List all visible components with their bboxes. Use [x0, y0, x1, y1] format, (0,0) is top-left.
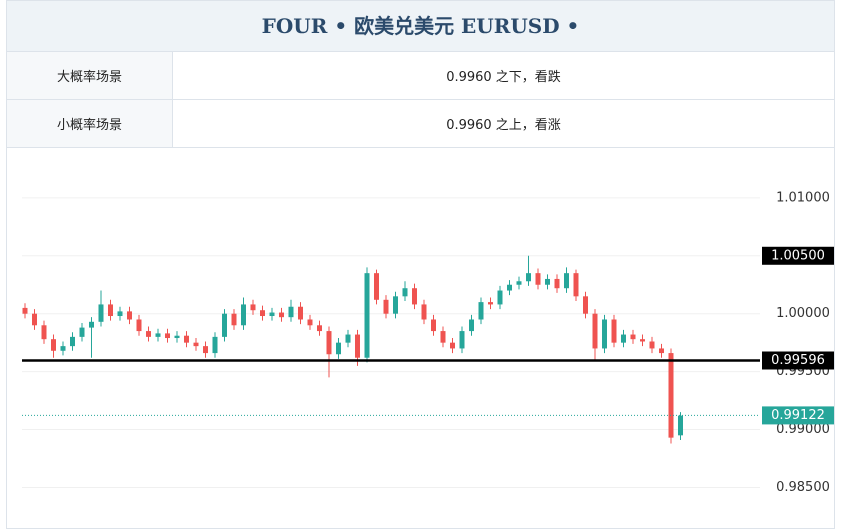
- candle-body: [222, 313, 227, 337]
- candle-body: [592, 313, 598, 349]
- table-row: 大概率场景 0.9960 之下，看跌: [7, 52, 834, 100]
- y-tick-label: 1.00000: [776, 306, 830, 321]
- candle-body: [60, 346, 66, 351]
- candle-body: [41, 325, 47, 340]
- candle-body: [174, 335, 180, 339]
- candle-body: [32, 313, 37, 326]
- price-label-box: [762, 351, 834, 370]
- y-tick-label: 0.98500: [776, 480, 830, 495]
- candle-body: [621, 334, 626, 343]
- candle-body: [431, 319, 436, 332]
- candle-body: [241, 304, 246, 326]
- cell: 0.9960 之上，看涨: [446, 118, 561, 133]
- candle-body: [70, 336, 75, 347]
- candle-body: [98, 304, 104, 322]
- candle-body: [345, 334, 351, 343]
- candle-body: [421, 304, 427, 320]
- price-label: 1.00500: [771, 248, 825, 263]
- candle-body: [469, 319, 474, 332]
- candle-body: [393, 296, 398, 314]
- candle-body: [640, 339, 645, 342]
- candle-body: [212, 336, 218, 354]
- candle-body: [203, 346, 208, 354]
- candle-body: [374, 273, 379, 300]
- candle-body: [412, 288, 417, 305]
- candle-body: [51, 339, 56, 351]
- price-label: 0.99122: [771, 408, 825, 423]
- candle-body: [488, 302, 493, 305]
- candle-body: [231, 313, 237, 326]
- candle-body: [298, 306, 303, 320]
- candle-body: [79, 327, 85, 337]
- candle-body: [260, 310, 265, 317]
- candle-body: [507, 284, 512, 291]
- table-row: 小概率场景 0.9960 之上，看涨: [7, 100, 834, 148]
- title: FOUR • 欧美兑美元 EURUSD •: [7, 1, 834, 52]
- candle-body: [649, 341, 655, 349]
- candle-body: [678, 415, 683, 436]
- candle-body: [526, 273, 531, 282]
- cell: 0.9960 之下，看跌: [446, 70, 561, 85]
- candle-body: [288, 306, 294, 318]
- candle-body: [117, 311, 123, 317]
- candle-body: [364, 273, 370, 358]
- candle-body: [440, 331, 446, 343]
- candle-body: [668, 353, 674, 438]
- candle-body: [602, 319, 607, 349]
- candle-body: [630, 334, 636, 340]
- candle-body: [184, 335, 189, 343]
- price-label-box: [762, 406, 834, 425]
- candle-body: [108, 304, 113, 317]
- candle-body: [459, 331, 465, 349]
- candle-body: [127, 311, 132, 320]
- candle-body: [573, 273, 579, 297]
- candle-body: [611, 319, 617, 343]
- y-tick-label: 0.99000: [776, 422, 830, 437]
- candle-body: [516, 281, 522, 285]
- price-label-box: [762, 246, 834, 265]
- y-tick-label: 1.01000: [776, 190, 830, 205]
- candle-body: [336, 342, 341, 355]
- candle-body: [146, 331, 151, 337]
- cell: 小概率场景: [7, 100, 173, 147]
- candle-body: [659, 348, 664, 354]
- candle-body: [155, 333, 161, 337]
- candle-body: [193, 342, 199, 347]
- candle-body: [383, 299, 389, 314]
- candle-body: [497, 290, 503, 305]
- candle-body: [355, 334, 360, 358]
- candle-body: [317, 325, 322, 332]
- candle-body: [326, 331, 332, 355]
- panel: FOUR • 欧美兑美元 EURUSD • 大概率场景 0.9960 之下，看跌…: [6, 0, 835, 529]
- candle-body: [402, 288, 408, 297]
- candle-body: [478, 302, 484, 320]
- candle-body: [535, 273, 541, 285]
- candle-body: [564, 273, 569, 289]
- candle-body: [554, 278, 560, 289]
- candle-body: [279, 312, 284, 318]
- candle-body: [269, 312, 275, 317]
- candle-body: [450, 342, 455, 349]
- candle-body: [307, 319, 313, 326]
- candle-body: [165, 333, 170, 339]
- candle-body: [89, 321, 94, 328]
- candle-body: [545, 278, 550, 285]
- candle-body: [250, 304, 256, 311]
- cell: 大概率场景: [7, 52, 173, 99]
- candle-body: [22, 307, 28, 314]
- price-label: 0.99596: [771, 353, 825, 368]
- candle-body: [583, 296, 588, 314]
- candle-body: [136, 319, 142, 332]
